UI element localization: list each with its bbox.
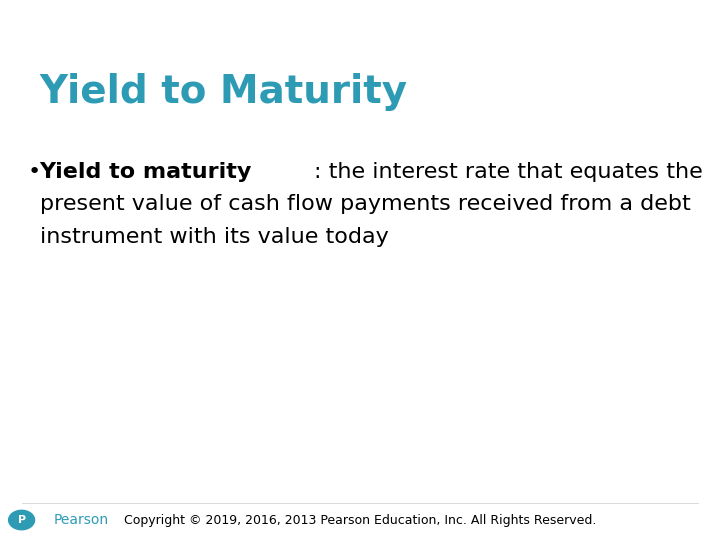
Text: Copyright © 2019, 2016, 2013 Pearson Education, Inc. All Rights Reserved.: Copyright © 2019, 2016, 2013 Pearson Edu…: [124, 514, 596, 526]
Text: •: •: [27, 162, 40, 182]
Text: Yield to Maturity: Yield to Maturity: [40, 73, 408, 111]
Text: P: P: [17, 515, 26, 525]
Text: : the interest rate that equates the: : the interest rate that equates the: [314, 162, 703, 182]
Text: present value of cash flow payments received from a debt: present value of cash flow payments rece…: [40, 194, 690, 214]
Text: Pearson: Pearson: [54, 513, 109, 527]
Text: instrument with its value today: instrument with its value today: [40, 227, 388, 247]
Text: Yield to maturity: Yield to maturity: [40, 162, 252, 182]
Circle shape: [9, 510, 35, 530]
